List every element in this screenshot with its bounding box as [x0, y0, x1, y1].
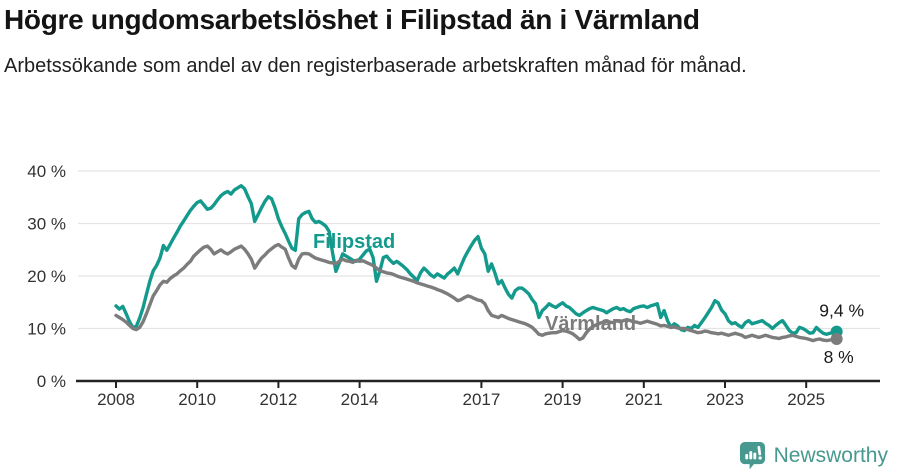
y-axis-label: 30 % [27, 215, 66, 234]
newsworthy-logo-icon [739, 442, 765, 470]
brand-name: Newsworthy [773, 443, 888, 467]
y-axis-label: 40 % [27, 162, 66, 181]
x-tick-label: 2010 [178, 390, 216, 409]
chart-subtitle: Arbetssökande som andel av den registerb… [4, 55, 747, 78]
x-tick-label: 2012 [259, 390, 297, 409]
y-axis-label: 10 % [27, 320, 66, 339]
x-tick-label: 2014 [341, 390, 379, 409]
logo-bar-1 [744, 454, 748, 460]
x-tick-label: 2019 [544, 390, 582, 409]
logo-bar-2 [748, 451, 752, 460]
x-tick-label: 2023 [706, 390, 744, 409]
end-dot-värmland [830, 333, 843, 345]
x-tick-label: 2021 [625, 390, 663, 409]
chart-header: Högre ungdomsarbetslöshet i Filipstad än… [4, 4, 864, 80]
y-axis-label: 0 % [37, 372, 66, 391]
series-label-filipstad: Filipstad [313, 231, 395, 253]
logo-exclamation-dot [758, 456, 762, 460]
series-line-filipstad [114, 184, 839, 336]
y-axis-label: 20 % [27, 267, 66, 286]
series-line-värmland [114, 242, 839, 343]
logo-exclamation-line [757, 445, 761, 456]
x-tick-label: 2025 [787, 390, 825, 409]
end-value-label-värmland: 8 % [824, 347, 854, 367]
page-title: Högre ungdomsarbetslöshet i Filipstad än… [4, 4, 700, 35]
logo-bar-3 [752, 452, 756, 460]
series-label-värmland: Värmland [545, 313, 636, 335]
x-tick-label: 2008 [97, 390, 135, 409]
brand-footer: Newsworthy [739, 441, 888, 470]
logo-bubble-shape [739, 442, 765, 470]
x-tick-label: 2017 [462, 390, 500, 409]
end-value-label-filipstad: 9,4 % [819, 301, 864, 321]
